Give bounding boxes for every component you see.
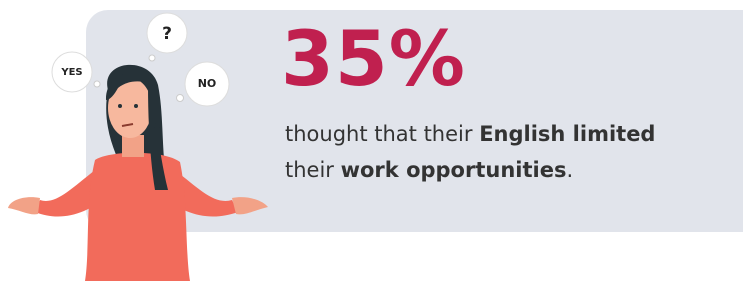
emphasis: work opportunities <box>341 158 567 182</box>
emphasis: English limited <box>479 122 655 146</box>
bubble-text: ? <box>162 24 172 44</box>
illustration: YES ? NO <box>0 0 280 281</box>
text: . <box>566 158 573 182</box>
text: their <box>285 158 341 182</box>
bubble-text: NO <box>198 77 217 90</box>
bubble-text: YES <box>60 67 82 78</box>
text: thought that their <box>285 122 479 146</box>
infographic: YES ? NO 35% thought that their English … <box>0 0 743 281</box>
stat: 35% <box>281 14 466 104</box>
